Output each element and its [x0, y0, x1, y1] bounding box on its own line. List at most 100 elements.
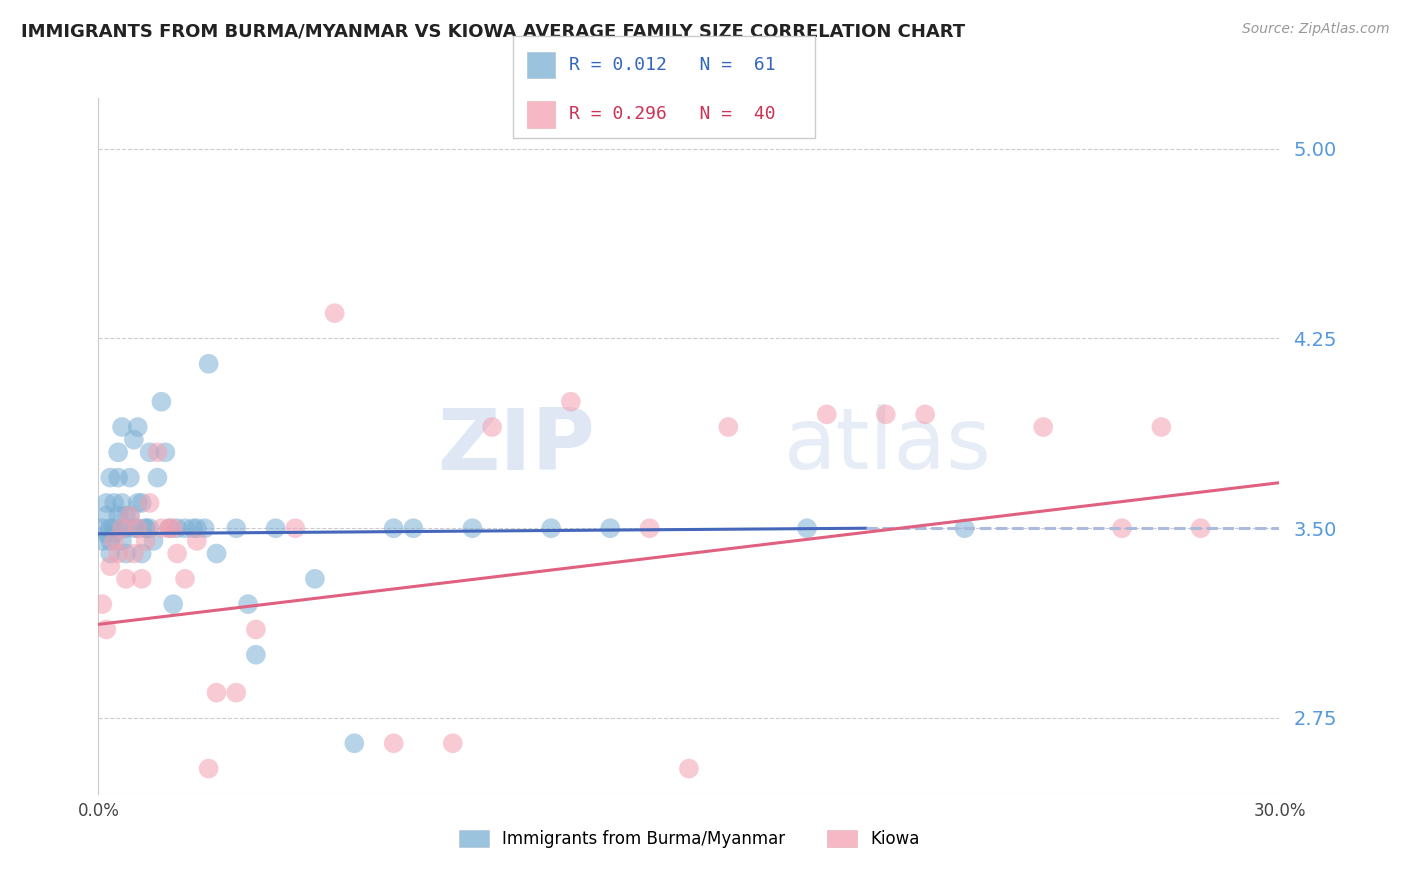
Point: [118, 508, 141, 523]
Point: [186, 533, 208, 548]
Point: [1032, 420, 1054, 434]
Point: [441, 736, 464, 750]
Point: [166, 521, 188, 535]
Point: [98, 521, 121, 535]
Point: [481, 420, 503, 434]
Text: R = 0.296   N =  40: R = 0.296 N = 40: [569, 105, 776, 123]
Point: [138, 445, 160, 459]
Point: [146, 445, 169, 459]
Point: [343, 736, 366, 750]
Point: [107, 508, 129, 523]
Point: [111, 496, 134, 510]
Point: [98, 533, 121, 548]
Point: [461, 521, 484, 535]
Point: [245, 648, 267, 662]
Point: [382, 736, 405, 750]
Point: [142, 533, 165, 548]
Point: [166, 547, 188, 561]
Point: [382, 521, 405, 535]
Point: [98, 470, 121, 484]
Point: [599, 521, 621, 535]
Point: [98, 559, 121, 574]
Point: [245, 623, 267, 637]
Point: [1111, 521, 1133, 535]
Text: R = 0.012   N =  61: R = 0.012 N = 61: [569, 56, 776, 74]
Point: [91, 521, 114, 535]
Point: [194, 521, 217, 535]
Point: [155, 445, 177, 459]
Point: [186, 521, 208, 535]
Text: IMMIGRANTS FROM BURMA/MYANMAR VS KIOWA AVERAGE FAMILY SIZE CORRELATION CHART: IMMIGRANTS FROM BURMA/MYANMAR VS KIOWA A…: [21, 22, 965, 40]
Point: [953, 521, 976, 535]
Point: [103, 521, 125, 535]
Point: [197, 762, 219, 776]
Point: [162, 521, 184, 535]
Point: [717, 420, 740, 434]
Point: [264, 521, 287, 535]
Point: [111, 521, 134, 535]
Point: [284, 521, 307, 535]
Point: [181, 521, 204, 535]
Text: Source: ZipAtlas.com: Source: ZipAtlas.com: [1241, 22, 1389, 37]
Point: [157, 521, 180, 535]
Point: [323, 306, 346, 320]
Text: ZIP: ZIP: [437, 404, 595, 488]
Point: [560, 394, 582, 409]
Point: [138, 496, 160, 510]
Point: [402, 521, 425, 535]
Point: [1189, 521, 1212, 535]
Point: [150, 394, 173, 409]
Point: [118, 470, 141, 484]
Point: [96, 508, 118, 523]
Point: [127, 420, 149, 434]
Point: [914, 408, 936, 422]
Point: [111, 521, 134, 535]
Point: [107, 547, 129, 561]
Point: [135, 533, 157, 548]
Point: [146, 470, 169, 484]
Point: [225, 521, 247, 535]
Point: [796, 521, 818, 535]
Point: [96, 623, 118, 637]
Point: [115, 521, 138, 535]
Point: [127, 521, 149, 535]
Point: [174, 572, 197, 586]
Point: [225, 686, 247, 700]
Point: [91, 533, 114, 548]
Point: [678, 762, 700, 776]
Point: [304, 572, 326, 586]
Text: atlas: atlas: [783, 404, 991, 488]
Legend: Immigrants from Burma/Myanmar, Kiowa: Immigrants from Burma/Myanmar, Kiowa: [451, 823, 927, 855]
Point: [122, 521, 145, 535]
Point: [638, 521, 661, 535]
Point: [174, 521, 197, 535]
Point: [1150, 420, 1173, 434]
Point: [107, 445, 129, 459]
Point: [96, 496, 118, 510]
Point: [115, 572, 138, 586]
Point: [131, 572, 153, 586]
Point: [131, 496, 153, 510]
Point: [115, 508, 138, 523]
Point: [205, 686, 228, 700]
Point: [103, 496, 125, 510]
Point: [107, 470, 129, 484]
Point: [91, 597, 114, 611]
Point: [162, 597, 184, 611]
Point: [111, 420, 134, 434]
Point: [122, 433, 145, 447]
Point: [118, 508, 141, 523]
Point: [150, 521, 173, 535]
Point: [138, 521, 160, 535]
Point: [197, 357, 219, 371]
Point: [127, 521, 149, 535]
Point: [122, 547, 145, 561]
Point: [115, 547, 138, 561]
Point: [236, 597, 259, 611]
Point: [103, 526, 125, 541]
Point: [815, 408, 838, 422]
Point: [131, 547, 153, 561]
Point: [135, 521, 157, 535]
Point: [98, 547, 121, 561]
Point: [127, 496, 149, 510]
